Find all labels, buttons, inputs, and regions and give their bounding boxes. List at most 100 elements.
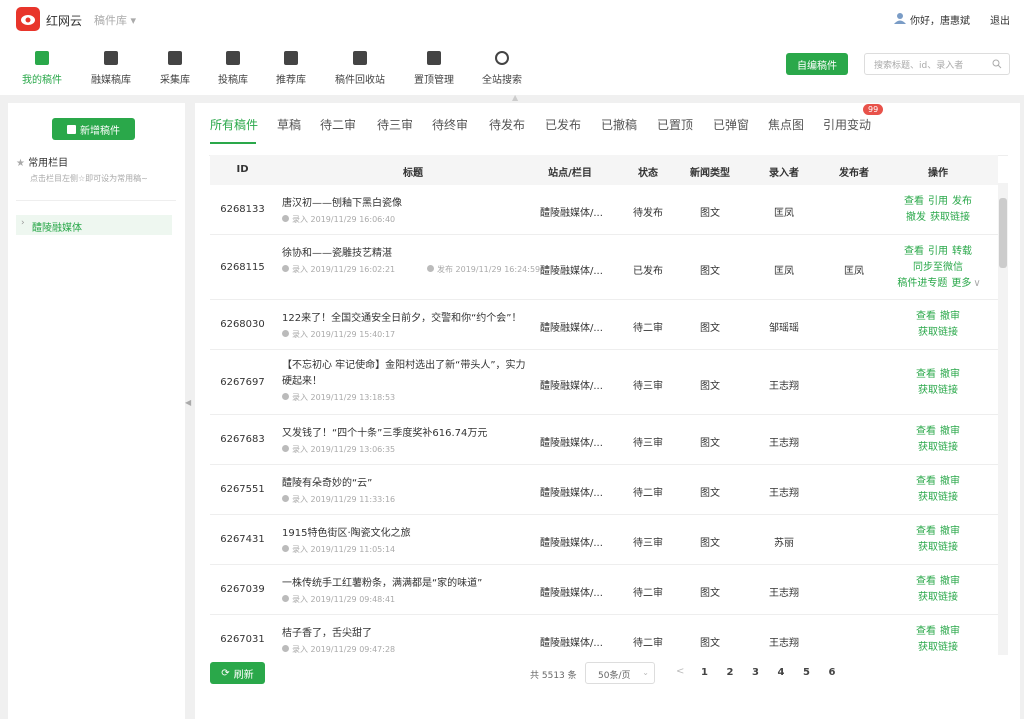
meta-text: 录入 2019/11/29 16:02:21 — [292, 265, 396, 274]
tab[interactable]: 引用变动 — [823, 118, 872, 132]
action[interactable]: 同步至微信 — [913, 261, 963, 273]
cell-title[interactable]: 桔子香了，舌尖甜了 — [282, 628, 372, 639]
action[interactable]: 查看 — [904, 196, 924, 207]
page-number[interactable]: 1 — [701, 667, 708, 678]
action[interactable]: 查看 — [916, 526, 936, 537]
toolbar-item[interactable]: 融媒稿库 — [76, 48, 146, 90]
action[interactable]: 撤审 — [940, 426, 960, 437]
action[interactable]: 撤审 — [940, 626, 960, 637]
table-row: 6268133 唐汉初——刨釉下黑白瓷像 录入 2019/11/29 16:06:4… — [210, 185, 998, 235]
tab[interactable]: 已发布 — [545, 118, 582, 132]
action[interactable]: 获取链接 — [918, 592, 958, 603]
tab[interactable]: 已撤稿 — [601, 118, 638, 132]
collapse-arrow[interactable]: ◀ — [185, 398, 192, 407]
prev-page[interactable]: < — [676, 666, 685, 677]
cell-id: 6267031 — [220, 634, 265, 645]
refresh-button[interactable]: ⟳ 刷新 — [210, 662, 265, 684]
cell-title[interactable]: 徐协和——瓷雕技艺精湛 — [282, 248, 392, 259]
action[interactable]: 获取链接 — [918, 642, 958, 653]
cell-title[interactable]: 醴陵有朵奇妙的“云” — [282, 478, 373, 489]
toolbar-item[interactable]: 采集库 — [140, 48, 210, 90]
cell-site: 醴陵融媒体/... — [540, 438, 603, 449]
tab[interactable]: 已置顶 — [657, 118, 694, 132]
cell-title[interactable]: 又发钱了！“四个十条”三季度奖补616.74万元 — [282, 428, 488, 439]
action[interactable]: 稿件进专题 — [897, 277, 948, 289]
action[interactable]: 发布 — [952, 196, 972, 207]
create-button[interactable]: 自编稿件 — [786, 53, 848, 75]
action[interactable]: 获取链接 — [930, 212, 970, 223]
action[interactable]: 查看 — [916, 626, 936, 637]
cell-id: 6267697 — [220, 376, 265, 388]
action[interactable]: 查看 — [916, 576, 936, 587]
action[interactable]: 查看 — [916, 476, 936, 487]
action-line: 获取链接 — [878, 325, 998, 341]
page-number[interactable]: 5 — [803, 667, 810, 678]
page-number[interactable]: 4 — [777, 667, 785, 678]
toolbar-label: 采集库 — [160, 75, 190, 86]
search-box[interactable]: 搜索标题、id、录入者 — [864, 53, 1010, 75]
tab[interactable]: 待三审 — [377, 118, 414, 132]
action[interactable]: 更多 — [951, 277, 972, 289]
cell-site: 醴陵融媒体/... — [540, 638, 603, 649]
meta-text: 录入 2019/11/29 16:06:40 — [292, 215, 396, 224]
meta-text: 录入 2019/11/29 13:06:35 — [292, 445, 396, 454]
action[interactable]: 查看 — [916, 368, 936, 380]
tab[interactable]: 待发布 — [489, 118, 526, 132]
page-number[interactable]: 3 — [752, 667, 759, 678]
action-line: 查看 撤审 — [878, 367, 998, 383]
toolbar-item[interactable]: 置顶管理 — [399, 48, 469, 90]
cell-title[interactable]: 唐汉初——刨釉下黑白瓷像 — [282, 198, 402, 209]
action-line: 撤发 获取链接 — [878, 210, 998, 226]
action[interactable]: 获取链接 — [918, 492, 958, 503]
sidebar: 新增稿件 ★ 常用栏目 点击栏目左侧☆即可设为常用稿~ › 醴陵融媒体 — [8, 103, 185, 719]
tab[interactable]: 待终审 — [432, 118, 469, 132]
toolbar-item[interactable]: 稿件回收站 — [325, 48, 395, 90]
more-chevron[interactable]: ∨ — [973, 277, 981, 289]
toolbar-item[interactable]: 我的稿件 — [7, 48, 77, 90]
toolbar-item[interactable]: 推荐库 — [256, 48, 326, 90]
action[interactable]: 查看 — [916, 311, 936, 322]
column-item[interactable]: › 醴陵融媒体 — [16, 215, 172, 235]
action[interactable]: 查看 — [904, 245, 924, 257]
action[interactable]: 获取链接 — [918, 542, 958, 553]
action[interactable]: 查看 — [916, 426, 936, 437]
action[interactable]: 获取链接 — [918, 442, 958, 453]
page-size-select[interactable]: 50条/页 ⌄ — [585, 662, 655, 684]
action[interactable]: 撤审 — [940, 311, 960, 322]
action[interactable]: 撤发 — [906, 212, 926, 223]
action[interactable]: 获取链接 — [918, 327, 958, 338]
action[interactable]: 获取链接 — [918, 384, 958, 396]
cell-status: 待三审 — [633, 538, 663, 549]
page-number[interactable]: 6 — [828, 667, 836, 678]
action[interactable]: 撤审 — [940, 476, 960, 487]
cell-meta: 录入 2019/11/29 11:33:16 — [282, 494, 395, 505]
tab[interactable]: 草稿 — [277, 118, 302, 132]
action[interactable]: 引用 — [928, 196, 948, 207]
action[interactable]: 转载 — [952, 245, 972, 257]
cell-editor: 邹瑶瑶 — [769, 323, 799, 334]
select-caret: ⌄ — [642, 668, 649, 677]
favorites-hint: 点击栏目左侧☆即可设为常用稿~ — [30, 174, 148, 183]
tab[interactable]: 所有稿件 — [210, 118, 259, 132]
scroll-thumb[interactable] — [999, 198, 1007, 268]
tab[interactable]: 已弹窗 — [713, 118, 750, 132]
tab[interactable]: 待二审 — [320, 118, 357, 132]
new-button[interactable]: 新增稿件 — [52, 118, 135, 140]
toolbar-item[interactable]: 全站搜索 — [467, 48, 537, 90]
tab[interactable]: 焦点图 — [768, 118, 805, 132]
cell-title[interactable]: 1915特色街区·陶瓷文化之旅 — [282, 528, 411, 539]
action[interactable]: 引用 — [928, 245, 948, 257]
module-switch[interactable]: 稿件库 ▾ — [94, 14, 137, 27]
cell-meta: 发布 2019/11/29 16:24:59 — [427, 264, 540, 275]
toolbar-item[interactable]: 投稿库 — [198, 48, 268, 90]
column-header: 发布者 — [839, 168, 869, 179]
cell-title[interactable]: 【不忘初心 牢记使命】金阳村选出了新“带头人”，实力硬起来！ — [282, 360, 526, 387]
action[interactable]: 撤审 — [940, 526, 960, 537]
cell-title[interactable]: 一株传统手工红薯粉条，满满都是“家的味道” — [282, 578, 483, 589]
action[interactable]: 撤审 — [940, 368, 960, 380]
action-line: 获取链接 — [878, 490, 998, 506]
cell-title[interactable]: 122来了！全国交通安全日前夕，交警和你“约个会”！ — [282, 313, 522, 324]
logout[interactable]: 退出 — [990, 16, 1010, 27]
page-number[interactable]: 2 — [726, 667, 734, 678]
action[interactable]: 撤审 — [940, 576, 960, 587]
